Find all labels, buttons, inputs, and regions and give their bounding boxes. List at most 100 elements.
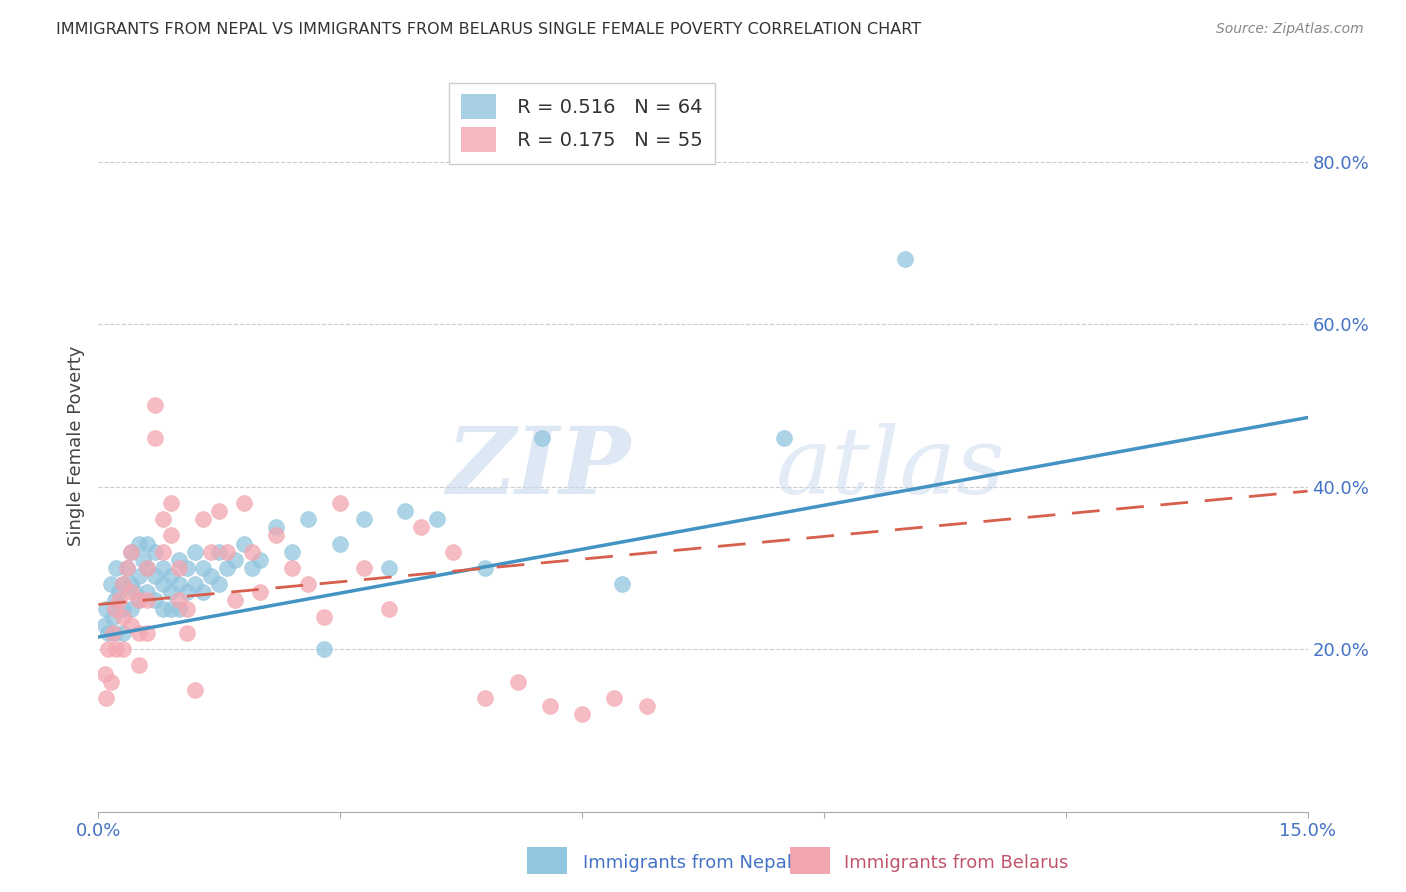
Point xyxy=(474,690,496,705)
Point xyxy=(111,601,134,615)
Legend:  R = 0.516   N = 64,  R = 0.175   N = 55: R = 0.516 N = 64, R = 0.175 N = 55 xyxy=(450,83,714,164)
Point xyxy=(208,544,231,558)
Point xyxy=(101,626,124,640)
Point xyxy=(143,544,166,558)
Point xyxy=(353,512,375,526)
Point xyxy=(240,544,263,558)
Point xyxy=(135,561,157,575)
Point xyxy=(329,536,352,550)
Point xyxy=(111,626,134,640)
Point xyxy=(426,512,449,526)
Point xyxy=(193,561,215,575)
Point xyxy=(506,674,529,689)
Point xyxy=(115,561,138,575)
Point xyxy=(128,658,150,673)
Point xyxy=(120,544,142,558)
Point xyxy=(474,561,496,575)
Point xyxy=(128,593,150,607)
Point xyxy=(176,585,198,599)
Point xyxy=(135,593,157,607)
Point xyxy=(377,601,399,615)
Point xyxy=(232,496,254,510)
Point xyxy=(603,690,626,705)
Y-axis label: Single Female Poverty: Single Female Poverty xyxy=(66,346,84,546)
Point xyxy=(111,577,134,591)
Point xyxy=(200,544,222,558)
Point xyxy=(176,601,198,615)
Point xyxy=(105,561,128,575)
Point xyxy=(314,642,336,657)
Point xyxy=(217,561,239,575)
Text: Source: ZipAtlas.com: Source: ZipAtlas.com xyxy=(1216,22,1364,37)
Point xyxy=(281,561,304,575)
Point xyxy=(120,585,142,599)
Point xyxy=(115,561,138,575)
Point xyxy=(224,553,246,567)
Point xyxy=(176,561,198,575)
Point xyxy=(249,585,271,599)
Point xyxy=(111,577,134,591)
Point xyxy=(160,585,183,599)
Point xyxy=(377,561,399,575)
Point xyxy=(107,585,129,599)
Point xyxy=(538,699,561,714)
Point xyxy=(208,504,231,518)
Point xyxy=(772,431,794,445)
Point xyxy=(184,544,207,558)
Point xyxy=(193,512,215,526)
Point xyxy=(128,626,150,640)
Point xyxy=(217,544,239,558)
Point xyxy=(893,252,915,266)
Point xyxy=(135,536,157,550)
Point xyxy=(193,585,215,599)
Point xyxy=(111,609,134,624)
Point xyxy=(120,544,142,558)
Point xyxy=(530,431,553,445)
Point xyxy=(120,601,142,615)
Text: Immigrants from Belarus: Immigrants from Belarus xyxy=(844,855,1069,872)
Point xyxy=(132,553,155,567)
Point xyxy=(184,577,207,591)
Point xyxy=(167,553,190,567)
Point xyxy=(100,674,122,689)
Point xyxy=(167,593,190,607)
Point xyxy=(152,544,174,558)
Point xyxy=(124,585,146,599)
Point xyxy=(96,690,118,705)
Point xyxy=(152,561,174,575)
Point xyxy=(107,593,129,607)
Point xyxy=(240,561,263,575)
Point xyxy=(105,642,128,657)
Point xyxy=(441,544,464,558)
Point xyxy=(314,609,336,624)
Point xyxy=(128,569,150,583)
Point xyxy=(103,626,125,640)
Point xyxy=(208,577,231,591)
Point xyxy=(101,609,124,624)
Point xyxy=(143,569,166,583)
Point xyxy=(143,431,166,445)
Point xyxy=(184,682,207,697)
Point xyxy=(160,496,183,510)
Point xyxy=(264,520,287,534)
Point xyxy=(160,601,183,615)
Point xyxy=(200,569,222,583)
Point xyxy=(281,544,304,558)
Point xyxy=(135,561,157,575)
Point xyxy=(111,642,134,657)
Point xyxy=(152,577,174,591)
Point xyxy=(297,577,319,591)
Point xyxy=(103,593,125,607)
Text: atlas: atlas xyxy=(776,423,1005,513)
Point xyxy=(97,642,120,657)
Point xyxy=(160,569,183,583)
Point xyxy=(128,593,150,607)
Point xyxy=(612,577,634,591)
Point xyxy=(103,601,125,615)
Point xyxy=(636,699,658,714)
Point xyxy=(264,528,287,542)
Point xyxy=(167,577,190,591)
Point xyxy=(152,512,174,526)
Point xyxy=(394,504,416,518)
Point xyxy=(94,666,117,681)
